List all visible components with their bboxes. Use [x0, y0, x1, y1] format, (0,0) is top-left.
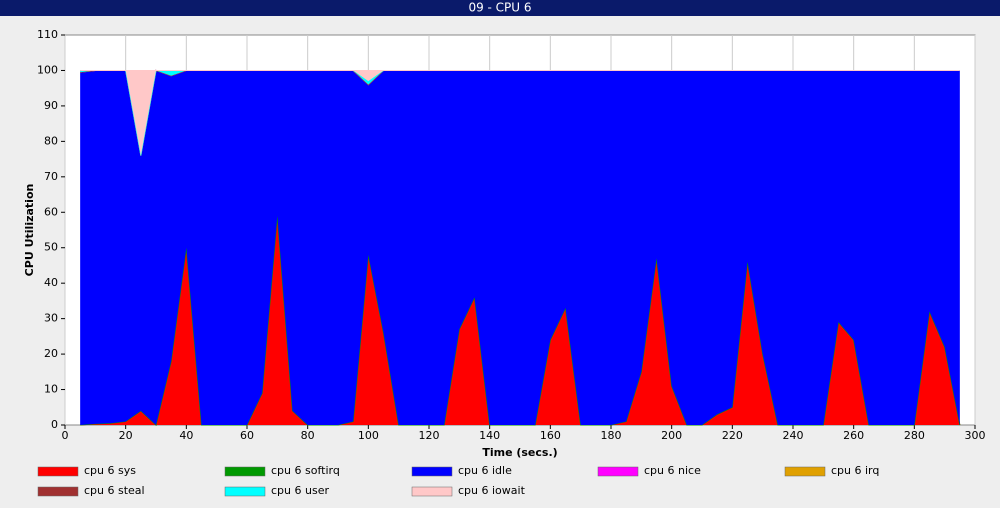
- legend-swatch: [784, 466, 826, 477]
- x-tick-label: 280: [904, 429, 925, 442]
- y-tick-label: 80: [44, 134, 58, 147]
- x-tick-label: 260: [843, 429, 864, 442]
- x-tick-label: 160: [540, 429, 561, 442]
- legend-label: cpu 6 irq: [831, 464, 879, 477]
- y-tick-label: 60: [44, 205, 58, 218]
- x-axis-title: Time (secs.): [482, 446, 557, 459]
- legend-swatch: [597, 466, 639, 477]
- legend-label: cpu 6 steal: [84, 484, 145, 497]
- y-tick-label: 110: [37, 28, 58, 41]
- title-bar: [0, 0, 1000, 16]
- x-tick-label: 40: [179, 429, 193, 442]
- x-tick-label: 60: [240, 429, 254, 442]
- x-tick-label: 100: [358, 429, 379, 442]
- legend-label: cpu 6 nice: [644, 464, 701, 477]
- x-tick-label: 220: [722, 429, 743, 442]
- y-tick-label: 100: [37, 63, 58, 76]
- legend-swatch: [411, 486, 453, 497]
- y-tick-label: 40: [44, 276, 58, 289]
- legend-label: cpu 6 user: [271, 484, 329, 497]
- x-tick-label: 80: [301, 429, 315, 442]
- area: [80, 70, 960, 426]
- legend-label: cpu 6 sys: [84, 464, 136, 477]
- x-tick-label: 120: [419, 429, 440, 442]
- y-tick-label: 20: [44, 347, 58, 360]
- legend-label: cpu 6 softirq: [271, 464, 340, 477]
- x-tick-label: 20: [119, 429, 133, 442]
- area: [80, 215, 960, 425]
- x-tick-label: 300: [965, 429, 986, 442]
- legend-label: cpu 6 idle: [458, 464, 512, 477]
- legend-swatch: [224, 486, 266, 497]
- x-tick-label: 200: [661, 429, 682, 442]
- y-axis-title: CPU Utilization: [23, 184, 36, 277]
- legend-swatch: [37, 486, 79, 497]
- chart-title: 09 - CPU 6: [468, 1, 531, 15]
- legend-swatch: [37, 466, 79, 477]
- x-tick-label: 0: [62, 429, 69, 442]
- y-tick-label: 50: [44, 241, 58, 254]
- y-tick-label: 0: [51, 418, 58, 431]
- x-tick-label: 240: [783, 429, 804, 442]
- legend-label: cpu 6 iowait: [458, 484, 526, 497]
- y-tick-label: 70: [44, 170, 58, 183]
- legend-swatch: [411, 466, 453, 477]
- x-tick-label: 180: [601, 429, 622, 442]
- x-tick-label: 140: [479, 429, 500, 442]
- y-tick-label: 30: [44, 312, 58, 325]
- y-tick-label: 10: [44, 383, 58, 396]
- y-tick-label: 90: [44, 99, 58, 112]
- legend-swatch: [224, 466, 266, 477]
